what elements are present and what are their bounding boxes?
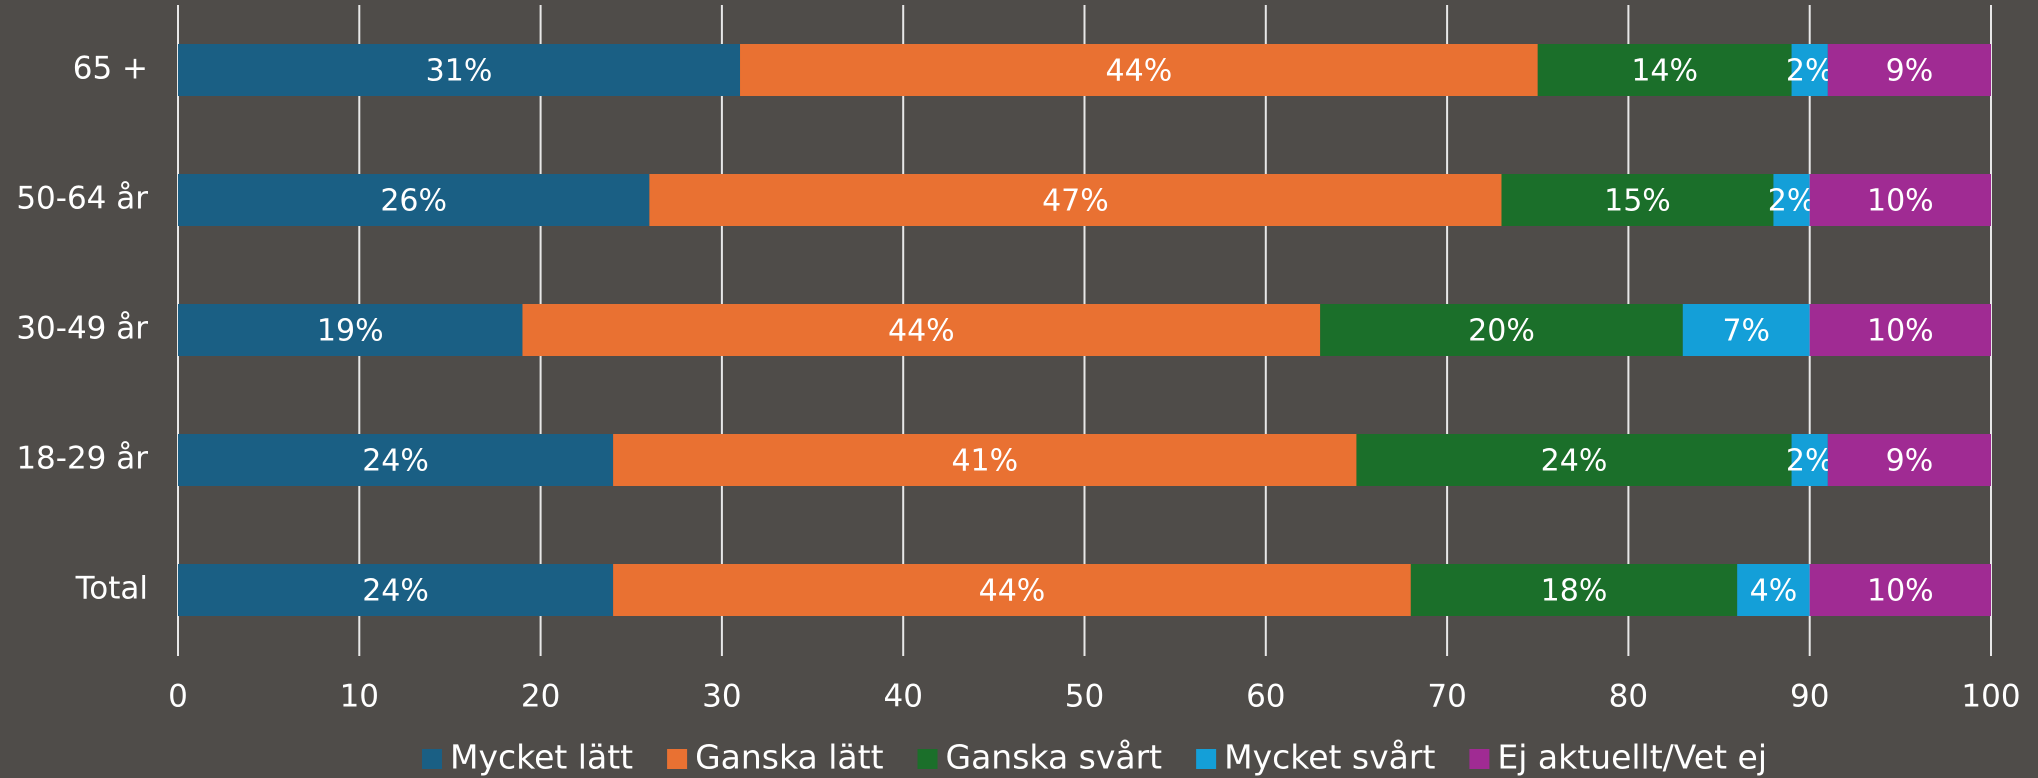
x-tick-label: 60 bbox=[1246, 679, 1285, 715]
bar-segment bbox=[178, 44, 741, 96]
legend-label: Ganska lätt bbox=[695, 738, 883, 777]
bar-segment bbox=[178, 174, 650, 226]
bar-segment bbox=[1320, 304, 1683, 356]
legend-swatch bbox=[1196, 749, 1217, 769]
data-label: 10% bbox=[1867, 314, 1934, 349]
data-label: 47% bbox=[1042, 184, 1109, 219]
bar-segment bbox=[1682, 304, 1810, 356]
bar-segment bbox=[613, 434, 1357, 486]
y-tick-label: Total bbox=[75, 571, 148, 607]
bar-segment bbox=[1356, 434, 1792, 486]
legend-label: Mycket lätt bbox=[450, 738, 633, 777]
x-tick-label: 50 bbox=[1065, 679, 1104, 715]
data-label: 7% bbox=[1722, 314, 1770, 349]
data-label: 18% bbox=[1541, 574, 1608, 609]
bar-segment bbox=[1737, 564, 1810, 616]
legend-swatch bbox=[422, 749, 442, 769]
bar-segment bbox=[649, 174, 1502, 226]
bar-segment bbox=[1501, 174, 1774, 226]
x-tick-label: 40 bbox=[883, 679, 922, 715]
bar-segment bbox=[1827, 434, 1991, 486]
data-label: 2% bbox=[1768, 184, 1816, 219]
bar-segment bbox=[740, 44, 1538, 96]
data-label: 44% bbox=[979, 574, 1046, 609]
bar-segment bbox=[1809, 564, 1991, 616]
x-tick-label: 20 bbox=[521, 679, 560, 715]
bar-segment bbox=[1537, 44, 1792, 96]
legend: Mycket lätt Ganska lätt Ganska svårt Mycket… bbox=[422, 738, 1767, 777]
bar-segment bbox=[613, 564, 1411, 616]
bar-segment bbox=[178, 304, 523, 356]
y-tick-label: 50-64 år bbox=[16, 181, 148, 217]
x-tick-label: 70 bbox=[1427, 679, 1466, 715]
data-label: 26% bbox=[380, 184, 447, 219]
data-label: 31% bbox=[426, 54, 493, 89]
data-label: 4% bbox=[1750, 574, 1798, 609]
y-tick-label: 65 + bbox=[73, 51, 148, 87]
x-tick-label: 90 bbox=[1790, 679, 1829, 715]
legend-label: Ganska svårt bbox=[946, 738, 1163, 777]
legend-label: Ej aktuellt/Vet ej bbox=[1497, 738, 1767, 777]
bar-segment bbox=[1809, 174, 1991, 226]
bar-segment bbox=[178, 434, 614, 486]
x-tick-label: 80 bbox=[1609, 679, 1648, 715]
y-tick-label: 30-49 år bbox=[16, 311, 148, 347]
bars: 65 + 31% 44% 14% 2% 9% 50-64 år 26% 47% 15% 2% 10% 3… bbox=[16, 44, 1991, 616]
data-label: 24% bbox=[362, 444, 429, 479]
data-label: 44% bbox=[888, 314, 955, 349]
data-label: 14% bbox=[1631, 54, 1698, 89]
data-label: 9% bbox=[1886, 54, 1934, 89]
x-tick-label: 0 bbox=[168, 679, 188, 715]
x-tick-label: 10 bbox=[340, 679, 379, 715]
bar-segment bbox=[1773, 174, 1810, 226]
bar-segment bbox=[1410, 564, 1738, 616]
data-label: 41% bbox=[951, 444, 1018, 479]
data-label: 44% bbox=[1106, 54, 1173, 89]
data-label: 10% bbox=[1867, 574, 1934, 609]
bar-segment bbox=[1791, 44, 1828, 96]
data-label: 2% bbox=[1786, 444, 1834, 479]
data-label: 10% bbox=[1867, 184, 1934, 219]
bar-segment bbox=[1809, 304, 1991, 356]
x-tick-label: 100 bbox=[1961, 679, 2020, 715]
x-tick-label: 30 bbox=[702, 679, 741, 715]
data-label: 20% bbox=[1468, 314, 1535, 349]
data-label: 24% bbox=[1541, 444, 1608, 479]
data-label: 2% bbox=[1786, 54, 1834, 89]
data-label: 15% bbox=[1604, 184, 1671, 219]
legend-swatch bbox=[1469, 749, 1490, 769]
bar-segment bbox=[522, 304, 1321, 356]
legend-swatch bbox=[667, 749, 688, 769]
bar-segment bbox=[1791, 434, 1828, 486]
data-label: 19% bbox=[317, 314, 384, 349]
bar-segment bbox=[1827, 44, 1991, 96]
legend-swatch bbox=[917, 749, 938, 769]
y-tick-label: 18-29 år bbox=[16, 441, 148, 477]
data-label: 24% bbox=[362, 574, 429, 609]
data-label: 9% bbox=[1886, 444, 1934, 479]
bar-segment bbox=[178, 564, 614, 616]
legend-label: Mycket svårt bbox=[1224, 738, 1435, 777]
